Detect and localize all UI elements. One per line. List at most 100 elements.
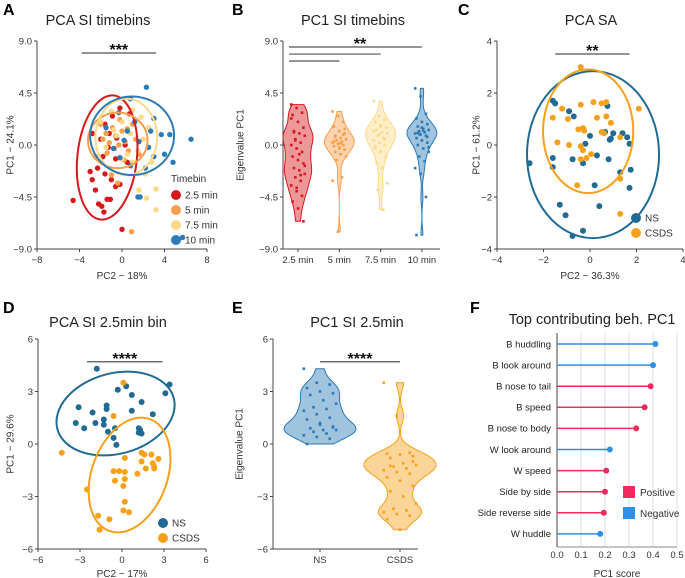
- data-point: [343, 132, 346, 135]
- data-point: [405, 509, 408, 512]
- data-point: [377, 141, 381, 144]
- data-point: [328, 416, 332, 420]
- data-point: [380, 130, 384, 134]
- data-point: [401, 495, 405, 498]
- data-point-ns: [93, 365, 100, 372]
- y-tick-label: −3: [257, 492, 268, 503]
- data-point-csds: [116, 468, 123, 475]
- data-point-5-min: [115, 180, 121, 186]
- data-point-csds: [581, 127, 588, 134]
- data-point: [398, 528, 402, 532]
- panel-e: E PC1 SI 2.5min Eigenvalue PC1 6 3 0 −3 −6 NS CSD…: [232, 300, 437, 566]
- legend-swatch-positive: [623, 486, 635, 498]
- data-point-csds: [121, 455, 128, 461]
- data-point: [295, 147, 298, 150]
- data-point: [318, 421, 322, 425]
- x-tick-label: −3: [75, 555, 86, 566]
- x-tick-label: 0: [119, 255, 124, 266]
- legend-marker: [171, 220, 181, 230]
- data-point-csds: [120, 379, 127, 386]
- x-tick-label: −6: [33, 555, 44, 566]
- data-point: [415, 117, 418, 120]
- data-point-ns: [138, 430, 145, 437]
- data-point: [339, 136, 342, 140]
- violin-10-min: [406, 87, 438, 236]
- data-point: [398, 453, 402, 456]
- data-point-2.5-min: [99, 203, 105, 209]
- y-tick-label: 0.0: [19, 140, 32, 151]
- legend-label: Negative: [640, 509, 680, 520]
- legend-label: NS: [172, 519, 186, 530]
- data-point-csds: [549, 114, 556, 121]
- data-point: [426, 122, 429, 126]
- y-tick-label: 2: [487, 88, 492, 99]
- data-point-csds: [138, 458, 145, 465]
- data-point-10-min: [117, 155, 123, 161]
- data-point-csds: [110, 468, 117, 475]
- y-tick-label: 4: [487, 36, 492, 47]
- data-point-csds: [95, 512, 102, 519]
- significance-stars: ***: [109, 42, 128, 59]
- data-point-5-min: [116, 142, 122, 148]
- legend-label: 10 min: [185, 236, 215, 247]
- x-tick-label: 6: [203, 555, 208, 566]
- data-point: [384, 126, 388, 129]
- data-point-ns: [89, 409, 96, 416]
- data-point: [331, 391, 335, 395]
- data-point-csds: [603, 113, 610, 120]
- data-point-csds: [58, 449, 65, 456]
- data-point: [383, 118, 386, 121]
- data-point: [302, 126, 305, 129]
- legend-label: 5 min: [185, 206, 209, 217]
- data-point: [373, 120, 377, 124]
- data-point: [416, 131, 420, 135]
- data-point-ns: [105, 428, 111, 435]
- data-point-ns: [605, 156, 612, 163]
- legend-label: CSDS: [645, 229, 673, 240]
- legend-swatch-negative: [623, 507, 635, 519]
- legend-label: CSDS: [172, 534, 200, 545]
- data-point: [419, 172, 422, 176]
- significance-stars: **: [354, 36, 367, 53]
- x-tick-label: 8: [204, 255, 209, 266]
- data-point-2.5-min: [101, 209, 107, 215]
- data-point: [333, 135, 337, 139]
- data-point: [411, 484, 415, 488]
- data-point: [302, 162, 305, 165]
- data-point-ns: [81, 425, 88, 432]
- data-point-csds: [96, 526, 103, 533]
- data-point: [382, 468, 386, 472]
- data-point-ns: [100, 421, 107, 428]
- data-point: [427, 128, 430, 132]
- data-point-10-min: [103, 124, 109, 131]
- data-point-csds: [600, 130, 607, 137]
- data-point: [388, 456, 392, 460]
- y-tick-label: 6: [28, 334, 33, 345]
- data-point: [416, 125, 420, 128]
- x-tick-label: −8: [32, 255, 43, 266]
- lollipop-point: [652, 341, 659, 347]
- data-point-csds: [121, 469, 128, 475]
- y-tick-label: 0: [28, 439, 33, 450]
- violin-ns: [283, 368, 357, 445]
- confidence-ellipse-ns: [55, 370, 176, 457]
- data-point: [417, 129, 421, 133]
- data-point: [292, 130, 296, 134]
- significance-stars: ****: [348, 351, 374, 368]
- x-tick-label: 4: [162, 255, 167, 266]
- data-point: [380, 166, 384, 170]
- panel-letter: A: [3, 2, 15, 19]
- lollipop-point: [600, 509, 607, 516]
- x-tick-label: 0.1: [574, 550, 587, 561]
- data-point: [302, 433, 306, 437]
- data-point: [295, 186, 298, 190]
- data-point-csds: [564, 116, 571, 122]
- data-point-csds: [580, 147, 587, 154]
- row-label: Side reverse side: [478, 508, 551, 519]
- lollipop-point: [597, 530, 604, 537]
- x-tick-label: 4: [680, 255, 685, 266]
- data-point: [417, 132, 421, 136]
- data-point: [382, 510, 386, 514]
- data-point-2.5-min: [108, 176, 115, 183]
- legend-marker: [631, 228, 641, 238]
